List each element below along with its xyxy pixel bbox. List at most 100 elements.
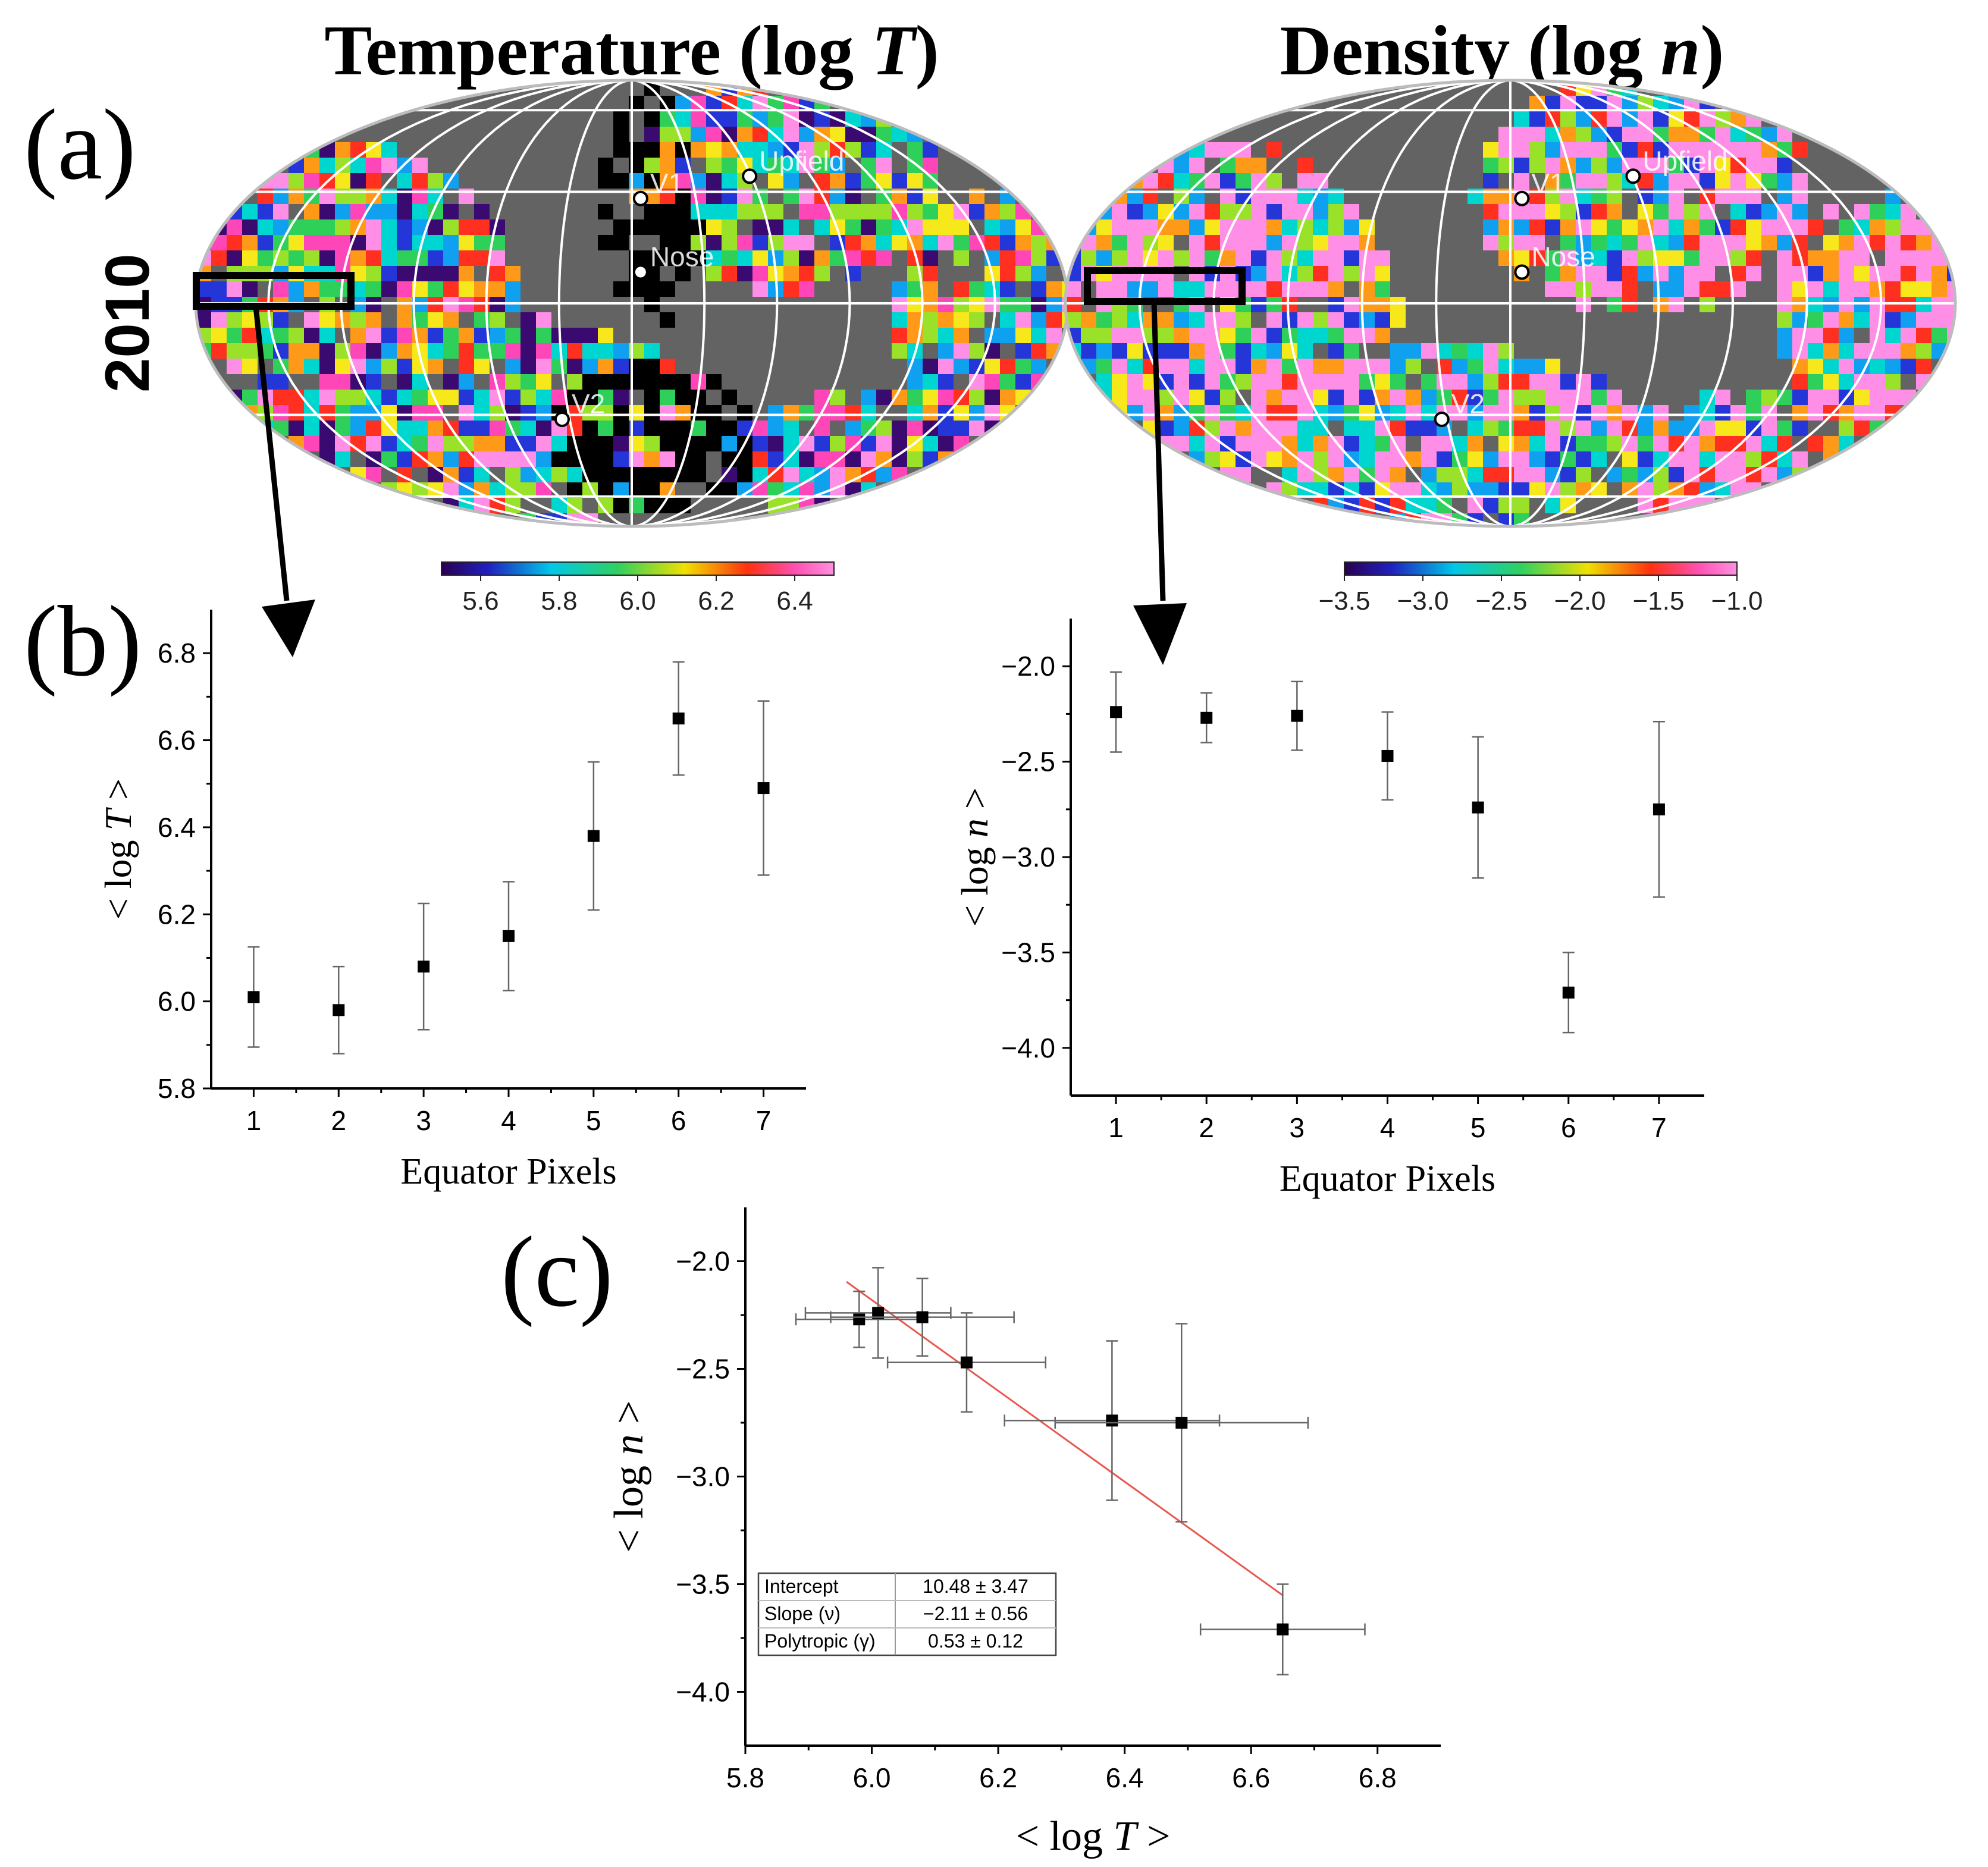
map-cell: [1560, 235, 1576, 250]
map-cell: [892, 421, 907, 436]
map-cell: [1622, 405, 1638, 421]
map-cell: [706, 374, 722, 390]
map-cell: [1468, 359, 1483, 374]
map-cell: [706, 235, 722, 250]
map-cell: [397, 204, 412, 219]
map-cell: [1406, 482, 1421, 498]
data-point: [333, 1004, 345, 1016]
map-cell: [397, 312, 412, 328]
map-cell: [1251, 266, 1266, 281]
map-cell: [397, 281, 412, 297]
map-cell: [1251, 281, 1266, 297]
map-cell: [1823, 359, 1839, 374]
map-cell: [1158, 328, 1174, 343]
map-cell: [1297, 312, 1313, 328]
map-cell: [1468, 436, 1483, 451]
map-cell: [1529, 451, 1545, 467]
map-cell: [1031, 250, 1046, 266]
map-cell: [598, 173, 613, 189]
map-cell: [1823, 281, 1839, 297]
map-cell: [613, 111, 629, 127]
map-cell: [861, 219, 876, 235]
map-cell: [1328, 359, 1344, 374]
map-cell: [335, 204, 350, 219]
map-marker-label: Upfield: [1642, 145, 1727, 176]
map-cell: [1715, 421, 1730, 436]
map-cell: [644, 281, 660, 297]
map-cell: [1607, 173, 1622, 189]
map-cell: [1607, 127, 1622, 142]
map-cell: [1483, 173, 1498, 189]
map-cell: [381, 436, 397, 451]
map-cell: [1344, 328, 1359, 343]
map-cell: [1143, 281, 1158, 297]
map-cell: [258, 204, 273, 219]
map-cell: [1236, 343, 1251, 359]
map-cell: [490, 250, 505, 266]
map-cell: [319, 235, 335, 250]
map-cell: [443, 390, 459, 405]
map-cell: [1653, 219, 1669, 235]
map-cell: [1498, 250, 1514, 266]
map-cell: [1931, 312, 1947, 328]
map-cell: [227, 359, 242, 374]
map-cell: [335, 219, 350, 235]
map-cell: [1483, 451, 1498, 467]
map-cell: [412, 390, 428, 405]
map-cell: [1127, 343, 1143, 359]
map-cell: [1282, 250, 1297, 266]
map-cell: [1839, 405, 1854, 421]
map-cell: [1870, 405, 1885, 421]
map-cell: [1545, 374, 1560, 390]
x-tick-label: 4: [501, 1105, 516, 1136]
map-cell: [289, 235, 304, 250]
map-cell: [1112, 204, 1127, 219]
map-cell: [567, 467, 582, 482]
map-cell: [1576, 436, 1591, 451]
map-cell: [954, 405, 969, 421]
map-cell: [722, 266, 737, 281]
map-cell: [505, 281, 520, 297]
map-cell: [335, 359, 350, 374]
map-cell: [923, 328, 938, 343]
map-cell: [289, 405, 304, 421]
map-cell: [567, 328, 582, 343]
map-cell: [660, 359, 675, 374]
map-cell: [443, 328, 459, 343]
map-cell: [1390, 467, 1406, 482]
map-cell: [1715, 390, 1730, 405]
map-cell: [319, 405, 335, 421]
map-cell: [954, 250, 969, 266]
map-cell: [1761, 421, 1777, 436]
map-cell: [861, 390, 876, 405]
map-cell: [242, 281, 258, 297]
map-cell: [660, 421, 675, 436]
map-cell: [1313, 235, 1328, 250]
map-cell: [1313, 266, 1328, 281]
map-cell: [1468, 405, 1483, 421]
map-cell: [1189, 374, 1205, 390]
map-cell: [1638, 142, 1653, 158]
map-cell: [582, 359, 598, 374]
map-cell: [1236, 312, 1251, 328]
map-cell: [366, 312, 381, 328]
map-marker-nose: [632, 264, 648, 280]
map-cell: [273, 281, 289, 297]
map-cell: [1189, 235, 1205, 250]
map-cell: [1792, 173, 1808, 189]
map-cell: [1715, 127, 1730, 142]
map-cell: [954, 359, 969, 374]
map-cell: [335, 173, 350, 189]
map-cell: [397, 405, 412, 421]
map-cell: [598, 204, 613, 219]
map-cell: [428, 421, 443, 436]
map-cell: [1746, 405, 1761, 421]
map-cell: [1808, 312, 1823, 328]
map-cell: [505, 374, 520, 390]
map-cell: [1421, 390, 1437, 405]
map-cell: [1699, 281, 1715, 297]
map-cell: [397, 343, 412, 359]
map-cell: [923, 436, 938, 451]
colorbar-tick-label: −2.0: [1554, 586, 1606, 616]
map-cell: [954, 328, 969, 343]
